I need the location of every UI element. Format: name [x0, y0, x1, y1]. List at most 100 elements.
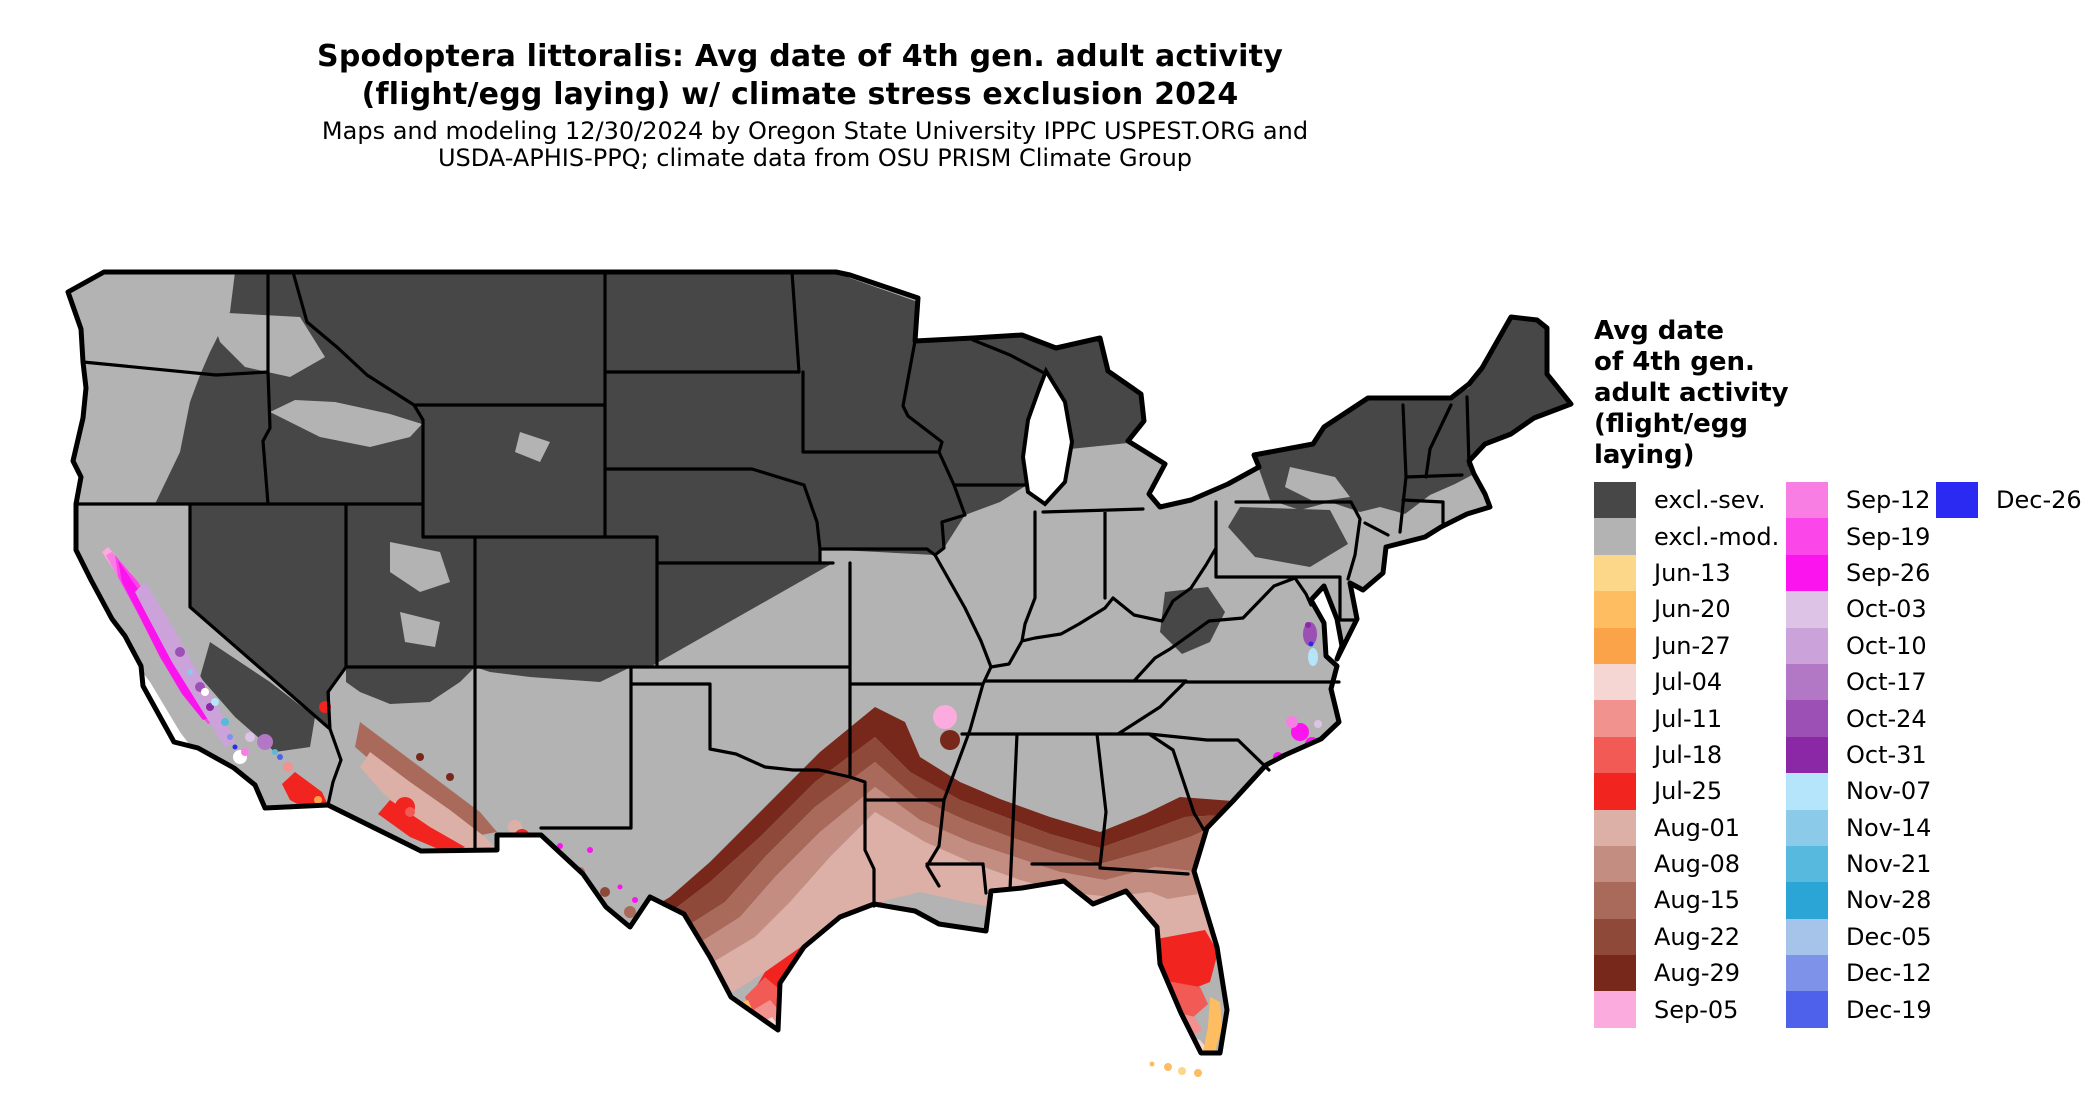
spot-delmarva-oct-31	[1305, 622, 1311, 628]
legend-swatch	[1594, 809, 1636, 846]
legend-row: Sep-19	[1786, 518, 1932, 555]
legend-row: Jul-25	[1594, 773, 1779, 810]
spot-socal-dec-19	[277, 754, 283, 760]
legend-swatch	[1786, 591, 1828, 628]
spot-mogollon-aug-29a	[416, 753, 424, 761]
legend-label: Nov-21	[1846, 850, 1932, 879]
spot-sierra-white	[201, 688, 209, 696]
legend-swatch	[1594, 773, 1636, 810]
region-excl-severe-northeast	[1254, 317, 1571, 514]
legend-row: Dec-19	[1786, 991, 1932, 1028]
legend-row: Aug-01	[1594, 809, 1779, 846]
band-aug-29	[645, 707, 1233, 924]
legend-swatch	[1786, 736, 1828, 774]
legend-row: Aug-15	[1594, 882, 1779, 919]
legend-label: Aug-08	[1654, 850, 1741, 879]
legend-swatch	[1594, 736, 1636, 774]
legend-row: Jun-20	[1594, 591, 1779, 628]
legend-title-line-4: (flight/egg	[1594, 409, 1748, 439]
legend-row: Oct-24	[1786, 700, 1932, 737]
band-florida-jun-20-fringe	[1202, 997, 1222, 1053]
legend-label: Jun-20	[1654, 595, 1731, 624]
spot-sierra-nov-07	[211, 698, 219, 706]
spot-sierra-dec-12	[227, 734, 233, 740]
legend-row: Nov-21	[1786, 845, 1932, 883]
legend-label: excl.-mod.	[1654, 522, 1780, 551]
legend-swatch	[1594, 991, 1636, 1028]
legend-label: Sep-26	[1846, 558, 1931, 587]
legend-row: Aug-08	[1594, 845, 1779, 883]
spot-rio-grande-aug-22	[600, 887, 610, 897]
spot-nc-coast-sep-26a	[1291, 723, 1309, 741]
legend-row: excl.-sev.	[1594, 482, 1779, 519]
band-arizona-aug-01	[360, 752, 497, 852]
legend-swatch	[1594, 518, 1636, 555]
legend-swatch	[1594, 663, 1636, 701]
legend-row: Nov-07	[1786, 773, 1932, 810]
spot-socal-nov-21	[272, 749, 278, 755]
legend: Avg date of 4th gen. adult activity (fli…	[1594, 316, 2094, 471]
legend-row: Jul-18	[1594, 736, 1779, 774]
spot-keys-jun-13	[1178, 1067, 1186, 1075]
region-wyoming-light-patch	[515, 432, 550, 462]
spot-socal-oct-03	[245, 732, 255, 742]
legend-row: Oct-03	[1786, 591, 1932, 628]
legend-swatch	[1786, 918, 1828, 956]
legend-label: Jul-04	[1654, 668, 1723, 697]
page-title: Spodoptera littoralis: Avg date of 4th g…	[0, 38, 1600, 114]
legend-row: Sep-26	[1786, 554, 1932, 592]
legend-swatch	[1786, 809, 1828, 846]
spot-socal-oct-17	[257, 734, 273, 750]
legend-title-line-1: Avg date	[1594, 316, 1725, 346]
legend-label: Aug-22	[1654, 922, 1741, 951]
subtitle-line-1: Maps and modeling 12/30/2024 by Oregon S…	[321, 117, 1309, 145]
legend-swatch	[1786, 518, 1828, 555]
spot-new-mexico-sep-26a	[557, 843, 563, 849]
title-line-1: Spodoptera littoralis: Avg date of 4th g…	[317, 39, 1283, 74]
legend-label: Sep-19	[1846, 522, 1931, 551]
lake-michigan	[1020, 366, 1075, 507]
spot-sierra-nov-21	[221, 718, 229, 726]
legend-swatch	[1594, 627, 1636, 664]
band-aug-01	[705, 812, 1215, 997]
legend-swatch	[1936, 482, 1978, 519]
legend-label: Oct-10	[1846, 631, 1927, 660]
legend-label: Aug-29	[1654, 959, 1741, 988]
legend-label: excl.-sev.	[1654, 486, 1766, 515]
legend-label: Jul-25	[1654, 777, 1723, 806]
spot-imperial-jul-11	[283, 762, 293, 772]
legend-row: excl.-mod.	[1594, 518, 1780, 555]
legend-row: Jul-04	[1594, 663, 1779, 701]
legend-row: Oct-31	[1786, 736, 1932, 774]
legend-swatch	[1786, 554, 1828, 592]
legend-label: Nov-07	[1846, 777, 1932, 806]
spot-nc-coast-oct-03	[1314, 720, 1322, 728]
legend-label: Jul-11	[1654, 704, 1723, 733]
legend-row: Dec-26	[1936, 482, 2082, 519]
legend-swatch	[1594, 918, 1636, 956]
spot-sierra-dec-26	[232, 744, 238, 750]
spot-mississippi-aug-29	[940, 730, 960, 750]
band-aug-22	[655, 737, 1223, 937]
legend-swatch	[1786, 882, 1828, 919]
legend-label: Aug-01	[1654, 813, 1741, 842]
legend-label: Jun-13	[1654, 558, 1731, 587]
legend-row: Jun-27	[1594, 627, 1779, 664]
legend-swatch	[1786, 627, 1828, 664]
legend-swatch	[1786, 845, 1828, 883]
region-utah-light-patch	[390, 542, 450, 592]
legend-swatch	[1786, 991, 1828, 1028]
legend-label: Dec-05	[1846, 922, 1932, 951]
legend-row: Nov-28	[1786, 882, 1932, 919]
region-excl-severe-appalachia	[1160, 587, 1225, 654]
spot-socal-sep-12	[241, 748, 249, 756]
legend-row: Dec-05	[1786, 918, 1932, 956]
legend-title-line-5: laying)	[1594, 440, 1695, 470]
legend-row: Jun-13	[1594, 554, 1779, 592]
band-aug-08	[685, 787, 1200, 967]
legend-label: Sep-12	[1846, 486, 1931, 515]
legend-label: Jul-18	[1654, 740, 1723, 769]
legend-swatch	[1594, 591, 1636, 628]
conus-outline	[65, 269, 1574, 1056]
